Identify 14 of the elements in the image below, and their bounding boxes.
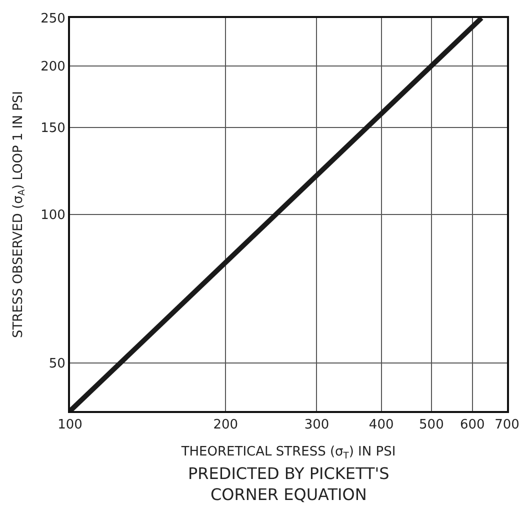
- x-tick-label: 100: [58, 418, 82, 433]
- x-tick-label: 200: [213, 418, 238, 433]
- x-tick-label: 400: [368, 418, 394, 433]
- y-tick-label: 200: [40, 59, 66, 74]
- x-tick-label: 700: [494, 418, 520, 433]
- y-tick-label: 150: [40, 121, 66, 136]
- text: PREDICTED BY PICKETT'S CORNER EQUATION: [188, 464, 390, 504]
- y-tick-label: 100: [40, 208, 66, 224]
- x-tick-label: 300: [304, 418, 330, 433]
- x-axis-title: THEORETICAL STRESS (σ$_{T}$) IN PSI: [180, 444, 396, 462]
- y-tick-label: 50: [48, 356, 66, 372]
- x-tick-label: 600: [460, 418, 485, 433]
- y-tick-label: 250: [40, 12, 66, 27]
- x-tick-label: 500: [419, 418, 444, 433]
